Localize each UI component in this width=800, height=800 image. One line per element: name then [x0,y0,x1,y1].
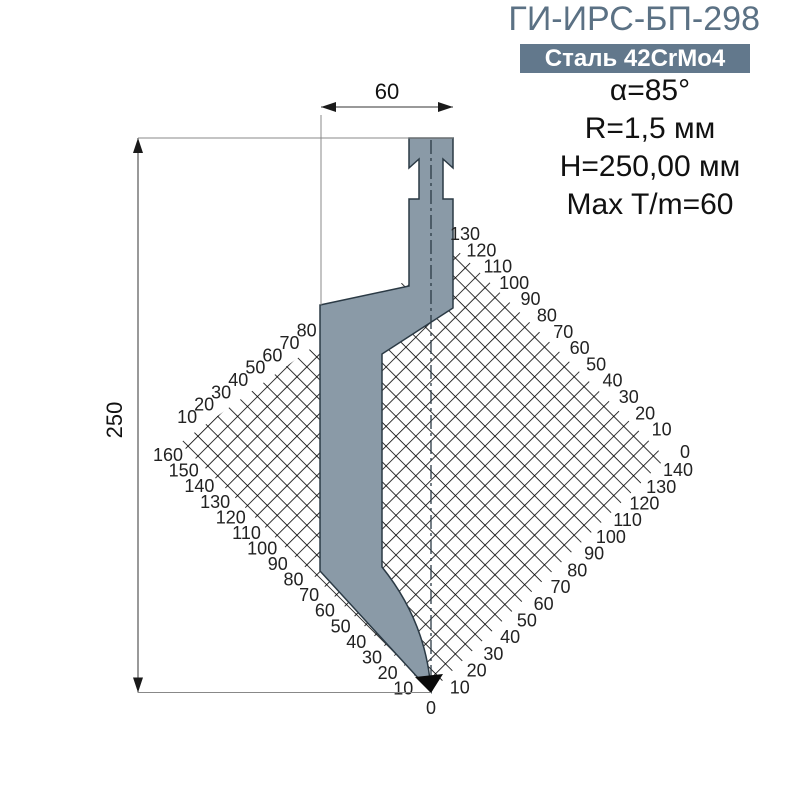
svg-text:140: 140 [663,460,693,480]
svg-text:0: 0 [680,442,690,462]
svg-text:130: 130 [450,224,480,244]
svg-text:Max T/m=60: Max T/m=60 [566,188,733,221]
svg-text:0: 0 [426,698,436,718]
svg-text:H=250,00 мм: H=250,00 мм [560,150,741,183]
svg-text:R=1,5 мм: R=1,5 мм [585,112,715,145]
svg-text:80: 80 [297,321,317,341]
svg-text:160: 160 [153,445,183,465]
svg-text:Сталь 42CrMo4: Сталь 42CrMo4 [545,45,726,72]
svg-text:60: 60 [375,79,399,104]
svg-text:250: 250 [102,402,127,439]
svg-text:α=85°: α=85° [610,74,690,107]
svg-text:ГИ-ИРС-БП-298: ГИ-ИРС-БП-298 [508,0,760,38]
